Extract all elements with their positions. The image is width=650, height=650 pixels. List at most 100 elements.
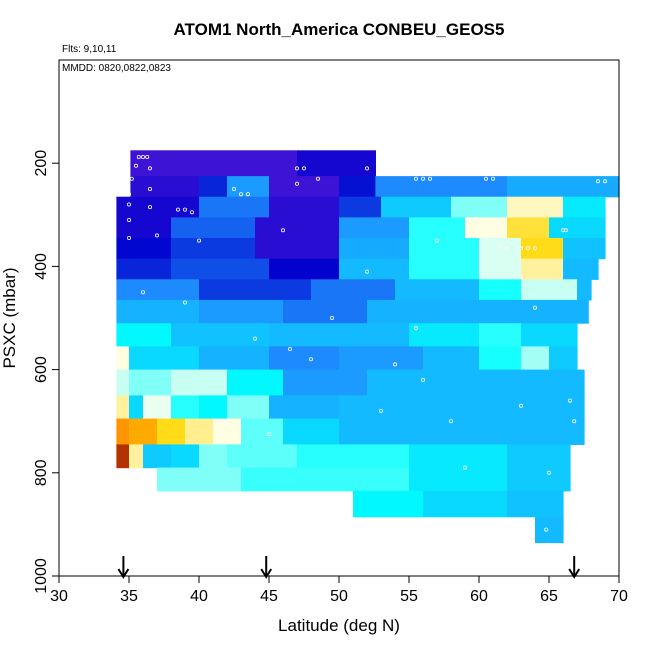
dates-note: MMDD: 0820,0822,0823 <box>62 63 171 74</box>
sample-point <box>434 238 439 243</box>
y-tick-label: 600 <box>33 356 50 383</box>
sample-point <box>596 179 601 184</box>
heatmap-cell <box>129 395 144 420</box>
heatmap-cell <box>143 395 172 420</box>
sample-point <box>420 176 425 181</box>
heatmap-cell <box>269 346 340 371</box>
heatmap-cell <box>129 418 158 445</box>
sample-point <box>519 403 524 408</box>
heatmap-cell <box>479 323 522 347</box>
heatmap-cell <box>521 279 578 301</box>
sample-point <box>561 228 566 233</box>
heatmap-cell <box>479 346 522 371</box>
heatmap-cell <box>171 395 200 420</box>
heatmap-cell <box>563 238 606 260</box>
heatmap-cell <box>116 196 200 218</box>
marker-arrow-head <box>568 568 581 579</box>
sample-point <box>378 408 383 413</box>
heatmap-cell <box>339 196 382 218</box>
sample-point <box>294 166 299 171</box>
sample-point <box>175 207 180 212</box>
heatmap-cell <box>116 258 172 280</box>
sample-point <box>147 166 152 171</box>
heatmap-cell <box>269 323 410 347</box>
heatmap-cell <box>269 395 340 420</box>
heatmap-cell <box>283 418 340 445</box>
heatmap-cell <box>507 490 564 518</box>
y-tick-label: 200 <box>33 150 50 177</box>
sample-point <box>301 166 306 171</box>
sample-point <box>572 419 577 424</box>
heatmap-cell <box>199 196 270 218</box>
heatmap-cell <box>199 395 228 420</box>
heatmap-cell <box>227 176 270 198</box>
heatmap-cell <box>227 444 298 469</box>
x-axis-label: Latitude (deg N) <box>278 616 400 635</box>
sample-point <box>140 154 145 159</box>
sample-point <box>127 202 132 207</box>
heatmap-cell <box>199 444 228 469</box>
heatmap-cell <box>241 418 284 445</box>
heatmap-cell <box>507 176 620 198</box>
heatmap-cell <box>339 176 376 198</box>
sample-point <box>182 300 187 305</box>
heatmap-cell <box>199 299 284 324</box>
heatmap-cell <box>185 418 214 445</box>
y-axis-label: PSXC (mbar) <box>0 267 19 368</box>
heatmap-cell <box>227 369 284 396</box>
heatmap-cell <box>157 418 186 445</box>
sample-point <box>563 228 568 233</box>
sample-point <box>504 246 509 251</box>
sample-point <box>129 176 134 181</box>
sample-point <box>280 228 285 233</box>
heatmap-cell <box>507 467 571 492</box>
heatmap-cell <box>395 279 480 301</box>
sample-point <box>127 217 132 222</box>
heatmap-cell <box>130 176 200 198</box>
heatmap-cell <box>479 258 522 280</box>
sample-point <box>497 243 502 248</box>
x-axis: 30 35 40 45 50 55 60 65 70 <box>50 576 628 605</box>
heatmap-cell <box>339 418 585 445</box>
sample-point <box>547 470 552 475</box>
x-tick-label: 50 <box>330 588 348 605</box>
sample-point <box>133 163 138 168</box>
sample-point <box>252 336 257 341</box>
sample-point <box>196 238 201 243</box>
heatmap-cell <box>297 444 410 469</box>
heatmap-cell <box>255 238 340 260</box>
x-tick-label: 65 <box>540 588 558 605</box>
sample-point <box>526 246 531 251</box>
heatmap-cell <box>339 395 585 420</box>
sample-point <box>140 290 145 295</box>
heatmap-cell <box>116 395 130 420</box>
heatmap-cell <box>367 369 585 396</box>
heatmap-cell <box>507 196 564 218</box>
sample-point <box>182 207 187 212</box>
sample-point <box>519 274 524 279</box>
sample-point <box>547 543 552 548</box>
heatmap-cell <box>116 238 172 260</box>
heatmap-cell <box>171 323 270 347</box>
heatmap-cell <box>311 279 396 301</box>
heatmap-cell <box>269 176 340 198</box>
heatmap-cell <box>409 217 466 239</box>
x-tick-label: 30 <box>50 588 68 605</box>
sample-point <box>544 527 549 532</box>
heatmap-cell <box>116 217 172 239</box>
heatmap-cell <box>339 258 410 280</box>
sample-point <box>490 176 495 181</box>
heatmap-cell <box>116 444 130 469</box>
heatmap-cell <box>479 238 522 260</box>
sample-point <box>427 176 432 181</box>
x-tick-label: 45 <box>260 588 278 605</box>
heatmap-cell <box>171 258 270 280</box>
heatmap-cell <box>535 516 564 544</box>
latitude-markers <box>117 556 581 579</box>
y-axis: 200 400 600 800 1000 <box>33 150 60 594</box>
heatmap-cell <box>283 369 368 396</box>
heatmap-cell <box>549 346 578 371</box>
heatmap-cell <box>367 299 589 324</box>
heatmap-cell <box>409 444 508 469</box>
sample-point <box>147 186 152 191</box>
